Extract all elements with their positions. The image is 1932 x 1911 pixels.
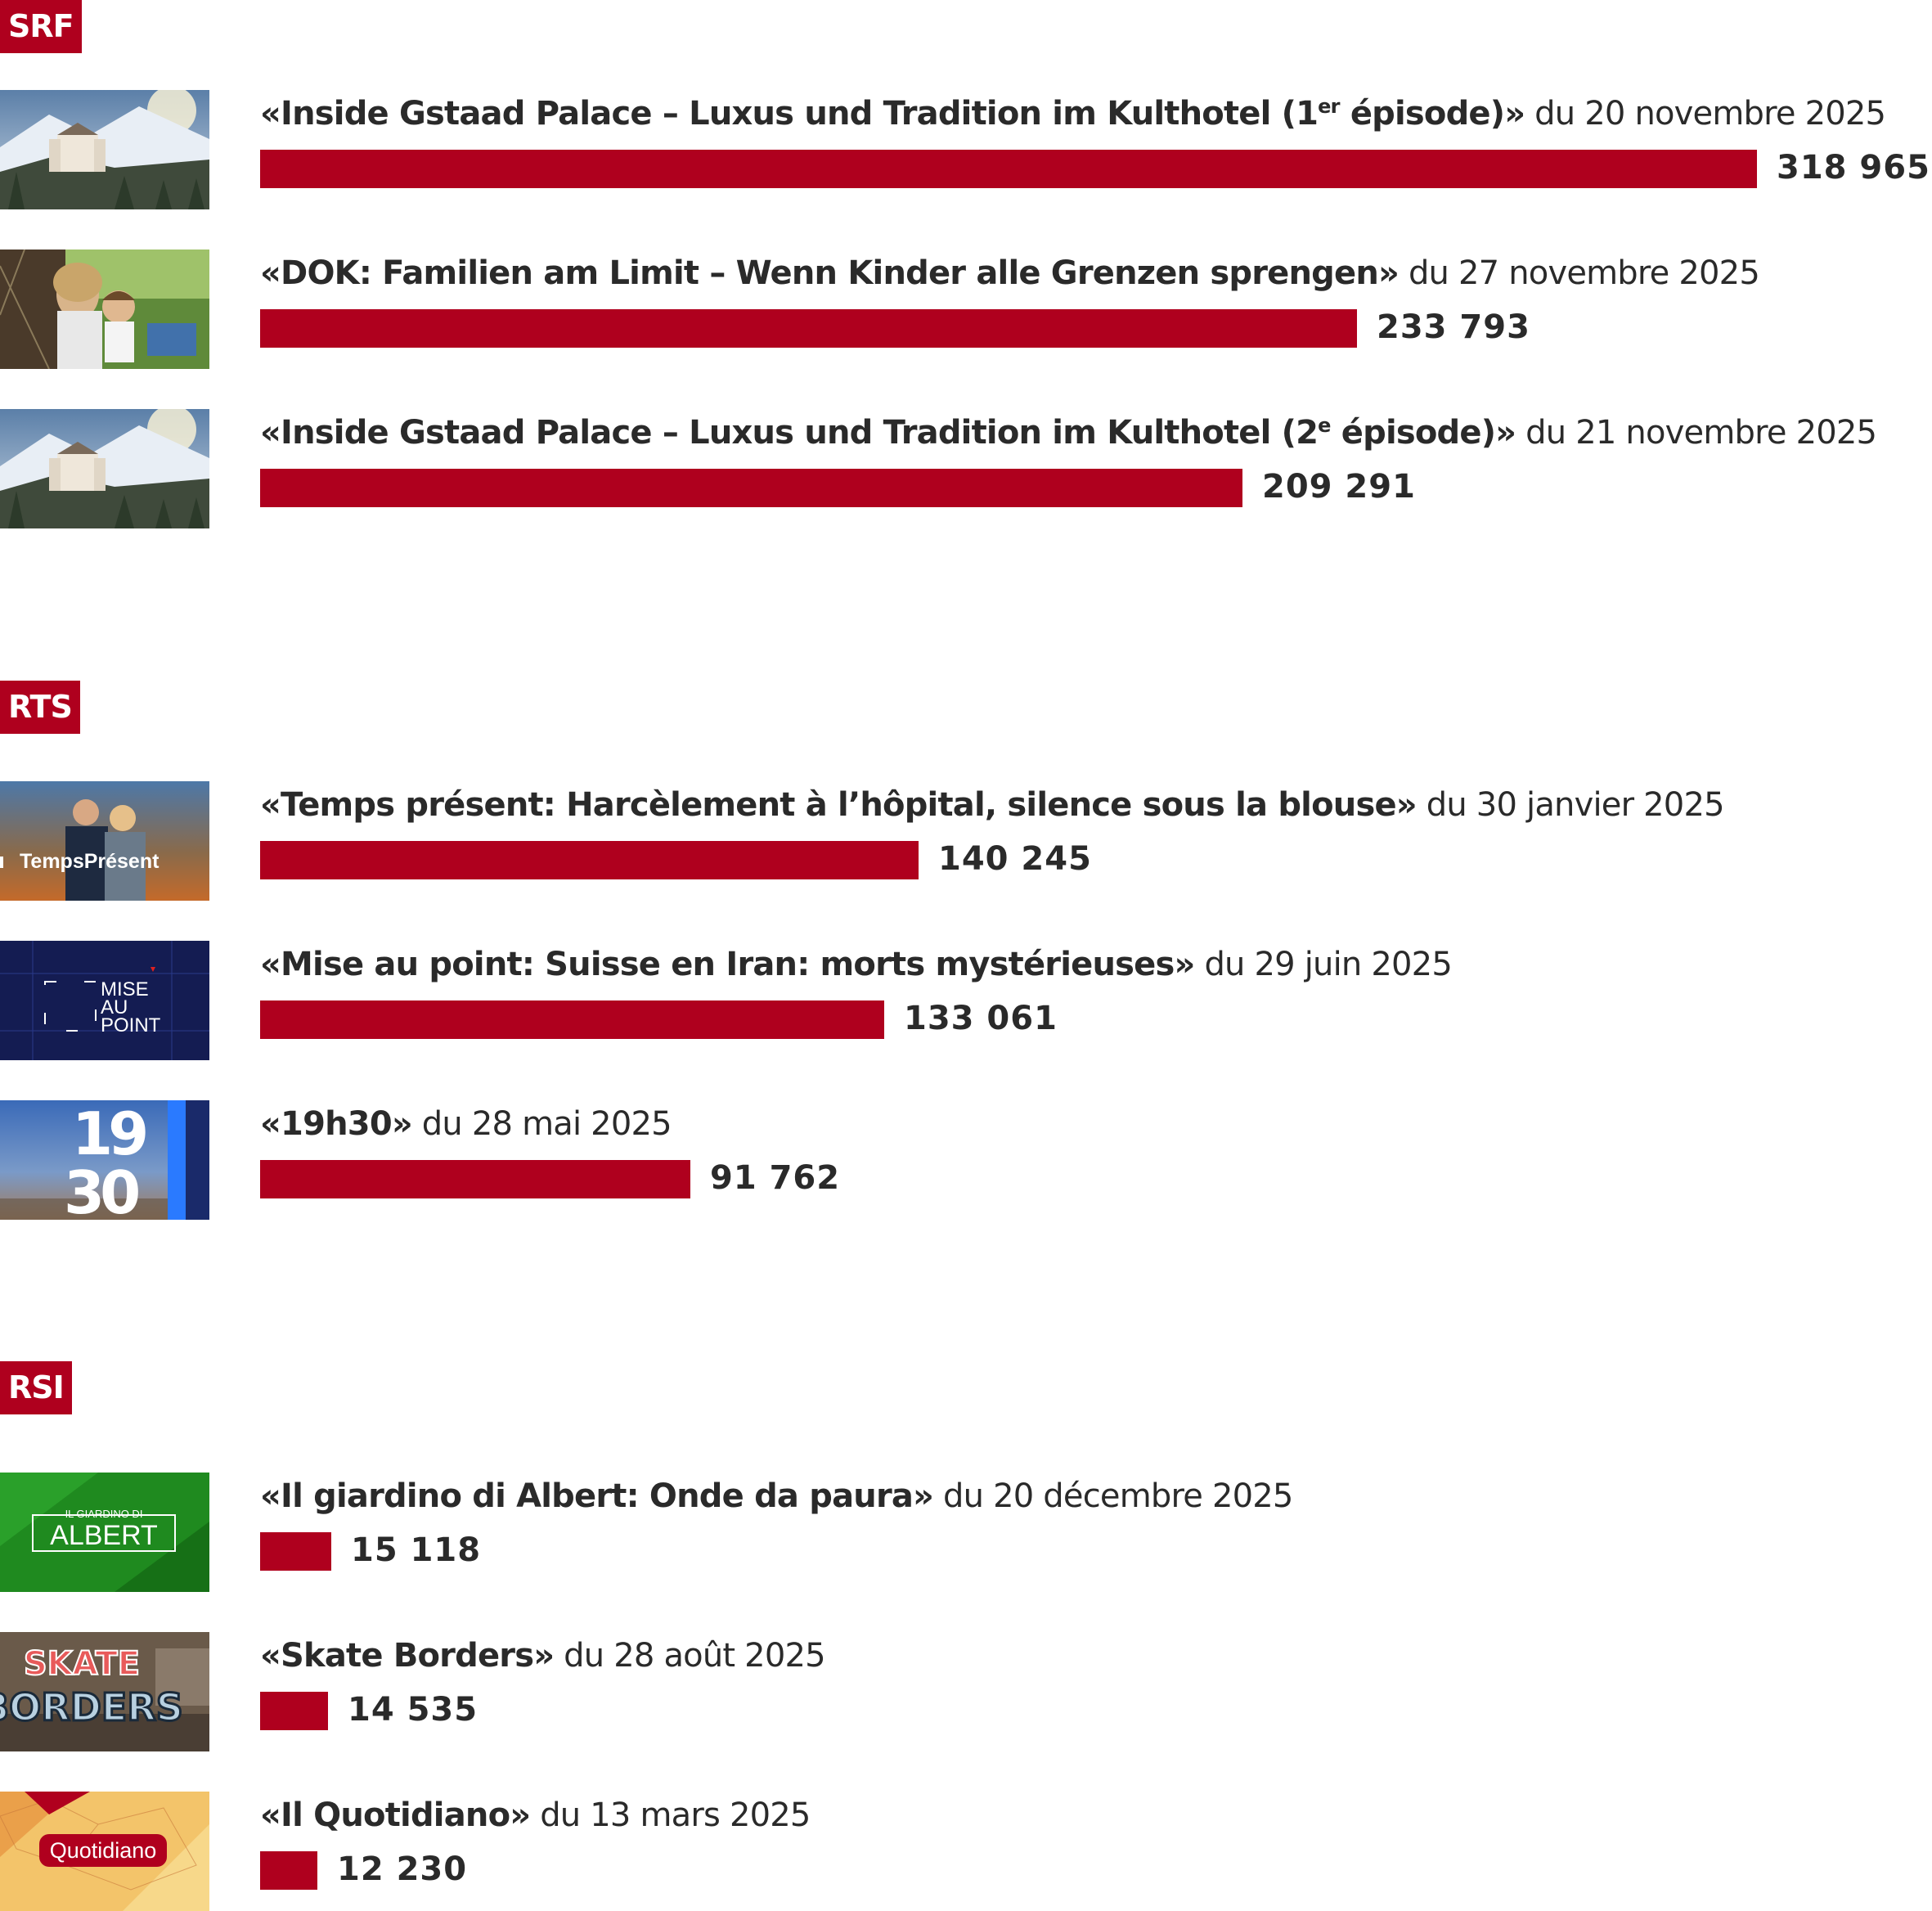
title-text: «Temps présent: Harcèlement à l’hôpital,… [260, 786, 1418, 824]
value-label: 91 762 [710, 1159, 841, 1197]
chart-row: «DOK: Familien am Limit – Wenn Kinder al… [0, 250, 1932, 369]
albert-thumbnail-icon: IL GIARDINO DI ALBERT [0, 1473, 209, 1592]
point-text: POINT [101, 1014, 161, 1036]
series-title: «Il giardino di Albert: Onde da paura» d… [260, 1477, 1293, 1515]
chart-row: Quotidiano «Il Quotidiano» du 13 mars 20… [0, 1792, 1932, 1911]
title-date: du 29 juin 2025 [1194, 946, 1452, 983]
dok-family-thumbnail-icon [0, 250, 209, 369]
series-title: «DOK: Familien am Limit – Wenn Kinder al… [260, 254, 1760, 292]
chart-row: SKATE BORDERS «Skate Borders» du 28 août… [0, 1632, 1932, 1751]
value-label: 233 793 [1377, 308, 1530, 346]
borders-text: BORDERS [0, 1685, 183, 1729]
rts-badge: RTS [0, 681, 80, 734]
mise-au-point-thumbnail-icon: MISE AU POINT [0, 941, 209, 1060]
title-text-end: épisode)» [1339, 95, 1525, 133]
bar-mark [260, 309, 1357, 348]
19-text: 19 [72, 1100, 146, 1168]
value-label: 12 230 [337, 1850, 468, 1888]
skate-text: SKATE [24, 1645, 140, 1683]
bar-mark [260, 1160, 690, 1198]
value-label: 15 118 [351, 1531, 482, 1569]
gstaad-palace-thumbnail-icon [0, 409, 209, 528]
series-title: «19h30» du 28 mai 2025 [260, 1105, 672, 1143]
quotidiano-thumbnail-icon: Quotidiano [0, 1792, 209, 1911]
title-text: «19h30» [260, 1105, 413, 1143]
chart-row: TempsPrésent «Temps présent: Harcèlement… [0, 781, 1932, 901]
value-label: 133 061 [904, 1000, 1058, 1037]
value-label: 209 291 [1262, 468, 1416, 506]
title-text: «Inside Gstaad Palace – Luxus und Tradit… [260, 95, 1319, 133]
value-label: 14 535 [348, 1691, 479, 1729]
title-date: du 30 janvier 2025 [1416, 786, 1725, 824]
value-label: 140 245 [938, 840, 1092, 878]
chart-row: «Inside Gstaad Palace – Luxus und Tradit… [0, 409, 1932, 528]
bar-mark [260, 841, 919, 879]
value-label: 318 965 [1777, 149, 1930, 187]
series-title: «Skate Borders» du 28 août 2025 [260, 1637, 826, 1675]
bar-mark [260, 150, 1757, 188]
bar-mark [260, 1851, 317, 1890]
albert-text: ALBERT [50, 1520, 158, 1551]
temps-present-text: TempsPrésent [20, 850, 160, 873]
bar-mark [260, 469, 1242, 507]
series-title: «Mise au point: Suisse en Iran: morts my… [260, 946, 1453, 983]
srf-badge: SRF [0, 0, 82, 53]
title-superscript: er [1318, 95, 1340, 118]
bar-mark [260, 1000, 884, 1039]
title-text: «Inside Gstaad Palace – Luxus und Tradit… [260, 414, 1319, 452]
rsi-badge: RSI [0, 1361, 72, 1414]
series-title: «Il Quotidiano» du 13 mars 2025 [260, 1796, 811, 1834]
chart-row: IL GIARDINO DI ALBERT «Il giardino di Al… [0, 1473, 1932, 1592]
au-text: AU [101, 996, 128, 1018]
title-date: du 13 mars 2025 [530, 1796, 811, 1834]
series-title: «Temps présent: Harcèlement à l’hôpital,… [260, 786, 1725, 824]
bar-mark [260, 1532, 331, 1571]
title-date: du 20 novembre 2025 [1525, 95, 1886, 133]
chart-row: 19 30 «19h30» du 28 mai 2025 91 762 [0, 1100, 1932, 1220]
title-text: «Skate Borders» [260, 1637, 555, 1675]
gstaad-palace-thumbnail-icon [0, 90, 209, 209]
title-date: du 20 décembre 2025 [933, 1477, 1293, 1515]
title-text: «Il Quotidiano» [260, 1796, 531, 1834]
skate-borders-thumbnail-icon: SKATE BORDERS [0, 1632, 209, 1751]
temps-present-thumbnail-icon: TempsPrésent [0, 781, 209, 901]
albert-small-text: IL GIARDINO DI [65, 1508, 143, 1520]
mise-text: MISE [101, 978, 149, 1000]
series-title: «Inside Gstaad Palace – Luxus und Tradit… [260, 95, 1886, 133]
series-title: «Inside Gstaad Palace – Luxus und Tradit… [260, 414, 1877, 452]
title-text: «Mise au point: Suisse en Iran: morts my… [260, 946, 1195, 983]
title-date: du 27 novembre 2025 [1399, 254, 1760, 292]
title-text: «DOK: Familien am Limit – Wenn Kinder al… [260, 254, 1400, 292]
title-text: «Il giardino di Albert: Onde da paura» [260, 1477, 934, 1515]
bar-mark [260, 1692, 328, 1730]
quotidiano-text: Quotidiano [50, 1838, 157, 1863]
chart-row: MISE AU POINT «Mise au point: Suisse en … [0, 941, 1932, 1060]
19h30-thumbnail-icon: 19 30 [0, 1100, 209, 1220]
title-date: du 28 août 2025 [554, 1637, 825, 1675]
title-superscript: e [1318, 414, 1331, 437]
30-text: 30 [64, 1158, 138, 1220]
title-date: du 21 novembre 2025 [1516, 414, 1877, 452]
title-date: du 28 mai 2025 [411, 1105, 672, 1143]
chart-row: «Inside Gstaad Palace – Luxus und Tradit… [0, 90, 1932, 209]
title-text-end: épisode)» [1330, 414, 1516, 452]
